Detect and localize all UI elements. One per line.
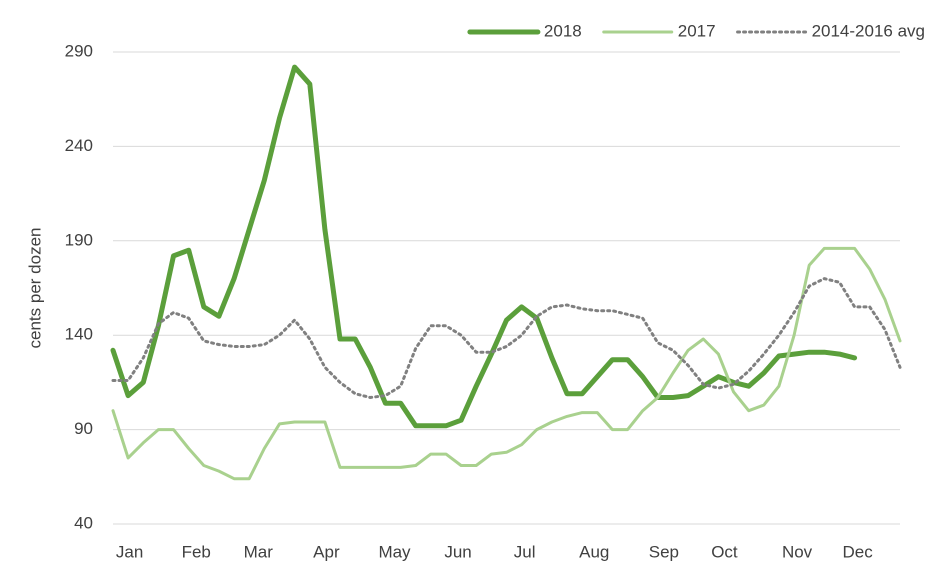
series-line (111, 277, 902, 399)
x-tick-label: Nov (782, 542, 813, 561)
y-tick-label: 190 (65, 230, 93, 249)
x-tick-label: Aug (579, 542, 609, 561)
series-line (111, 246, 902, 481)
series-line (110, 64, 858, 429)
y-tick-label: 240 (65, 136, 93, 155)
y-tick-label: 140 (65, 325, 93, 344)
x-tick-label: Jan (116, 542, 143, 561)
x-tick-label: Sep (649, 542, 679, 561)
legend-item: 2018 (467, 21, 582, 40)
x-tick-label: Dec (843, 542, 874, 561)
x-tick-label: Apr (313, 542, 340, 561)
x-tick-label: Jun (444, 542, 471, 561)
x-tick-label: May (378, 542, 411, 561)
y-tick-label: 40 (74, 513, 93, 532)
x-tick-label: Jul (514, 542, 536, 561)
x-tick-label: Feb (182, 542, 211, 561)
legend-label: 2018 (544, 21, 582, 40)
legend-item: 2014-2016 avg (736, 21, 925, 40)
legend-label: 2017 (678, 21, 716, 40)
legend-item: 2017 (602, 21, 716, 40)
x-tick-label: Oct (711, 542, 738, 561)
x-tick-label: Mar (244, 542, 274, 561)
y-axis-label: cents per dozen (25, 228, 44, 349)
legend-label: 2014-2016 avg (812, 21, 925, 40)
y-tick-label: 290 (65, 41, 93, 60)
y-tick-label: 90 (74, 419, 93, 438)
